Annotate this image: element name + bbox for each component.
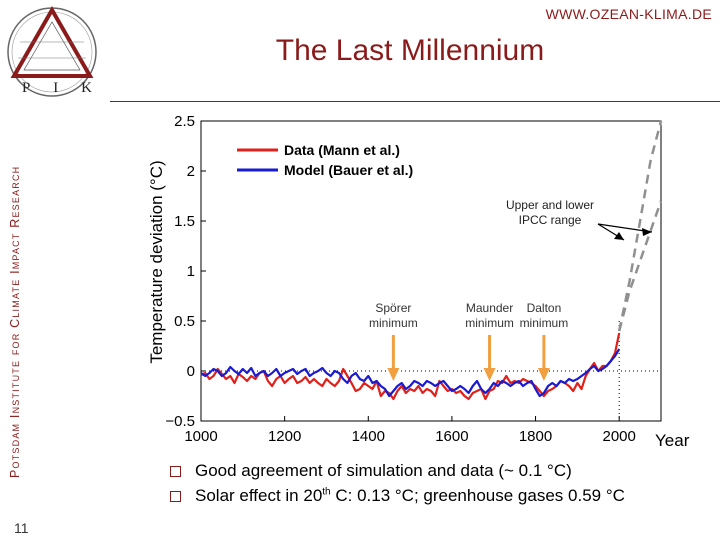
minimum-label: minimum (520, 316, 569, 330)
bullet-item: Solar effect in 20th C: 0.13 °C; greenho… (170, 486, 625, 506)
minimum-label: Spörer (375, 301, 411, 315)
x-tick-label: 1400 (352, 428, 385, 445)
minimum-label: minimum (465, 316, 514, 330)
bullet-text: Solar effect in 20th C: 0.13 °C; greenho… (195, 486, 625, 506)
minimum-label: Maunder (466, 301, 513, 315)
y-tick-label: 0 (187, 363, 195, 380)
logo-letter: I (53, 80, 59, 96)
bullet-item: Good agreement of simulation and data (~… (170, 461, 625, 481)
y-tick-label: −0.5 (165, 413, 195, 430)
bullet-text: Good agreement of simulation and data (~… (195, 461, 572, 480)
logo-letter: K (81, 80, 92, 96)
minimum-arrowhead (483, 368, 496, 381)
bullet-superscript: th (322, 486, 331, 498)
x-tick-label: 1200 (268, 428, 301, 445)
minimum-arrowhead (387, 368, 400, 381)
y-tick-label: 0.5 (174, 313, 195, 330)
temperature-chart: 1000 1200 1400 1600 1800 2000 −0.5 0 0.5 1 1.5 2 2.5… (147, 113, 690, 450)
bullet-square-icon (170, 490, 181, 502)
slide-title: The Last Millennium (275, 34, 545, 67)
pik-logo-letters: P I K (22, 80, 92, 97)
y-tick-label: 1 (187, 263, 195, 280)
minimum-arrowhead (537, 368, 550, 381)
y-tick-label: 1.5 (174, 213, 195, 230)
y-tick-label: 2.5 (174, 113, 195, 130)
bullet-text-part: C: 0.13 °C; greenhouse gases 0.59 °C (330, 486, 625, 505)
y-axis-label: Temperature deviation (°C) (147, 160, 166, 363)
legend-label: Model (Bauer et al.) (284, 162, 413, 178)
x-tick-label: 1000 (184, 428, 217, 445)
y-tick-label: 2 (187, 163, 195, 180)
ipcc-arrowhead (614, 232, 624, 240)
x-axis-label: Year (655, 431, 690, 450)
minimum-label: Dalton (527, 301, 562, 315)
page-number: 11 (14, 520, 29, 536)
bullet-square-icon (170, 465, 181, 477)
logo-letter: P (22, 80, 31, 96)
minimum-label: minimum (369, 316, 418, 330)
plot-area (200, 120, 662, 422)
ipcc-label: IPCC range (519, 213, 582, 227)
x-tick-label: 2000 (602, 428, 635, 445)
x-tick-label: 1600 (435, 428, 468, 445)
title-divider (110, 101, 720, 102)
bullet-list: Good agreement of simulation and data (~… (170, 461, 625, 511)
ipcc-label: Upper and lower (506, 198, 594, 212)
ipcc-arrowhead (642, 228, 652, 236)
legend-label: Data (Mann et al.) (284, 142, 400, 158)
ipcc-upper-line (617, 120, 663, 332)
model-bauer-line (200, 348, 621, 398)
bullet-text-part: Solar effect in 20 (195, 486, 323, 505)
website-url: WWW.OZEAN-KLIMA.DE (545, 6, 712, 22)
x-tick-label: 1800 (519, 428, 552, 445)
data-mann-line (200, 332, 621, 401)
pik-logo (7, 5, 97, 97)
